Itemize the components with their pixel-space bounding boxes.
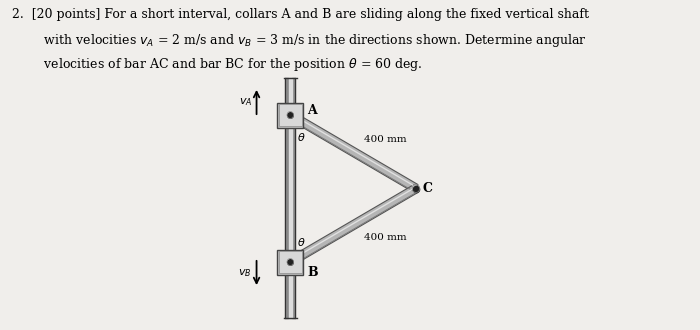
Text: B: B: [307, 266, 318, 279]
Text: 400 mm: 400 mm: [364, 233, 407, 242]
FancyBboxPatch shape: [279, 251, 302, 273]
Text: $\theta$: $\theta$: [297, 236, 305, 248]
Text: C: C: [423, 182, 433, 195]
PathPatch shape: [288, 111, 418, 192]
Text: velocities of bar AC and bar BC for the position $\theta$ = 60 deg.: velocities of bar AC and bar BC for the …: [28, 56, 423, 73]
Text: $v_B$: $v_B$: [239, 267, 252, 279]
Text: A: A: [307, 104, 317, 116]
Text: 2.  [20 points] For a short interval, collars A and B are sliding along the fixe: 2. [20 points] For a short interval, col…: [12, 8, 589, 21]
FancyBboxPatch shape: [277, 103, 303, 127]
FancyBboxPatch shape: [277, 249, 303, 275]
FancyBboxPatch shape: [279, 104, 302, 126]
Text: 400 mm: 400 mm: [364, 135, 407, 144]
Text: $v_A$: $v_A$: [239, 96, 252, 108]
Text: $\theta$: $\theta$: [297, 131, 305, 143]
Text: with velocities $v_A$ = 2 m/s and $v_B$ = 3 m/s in the directions shown. Determi: with velocities $v_A$ = 2 m/s and $v_B$ …: [28, 32, 587, 49]
PathPatch shape: [288, 184, 418, 266]
